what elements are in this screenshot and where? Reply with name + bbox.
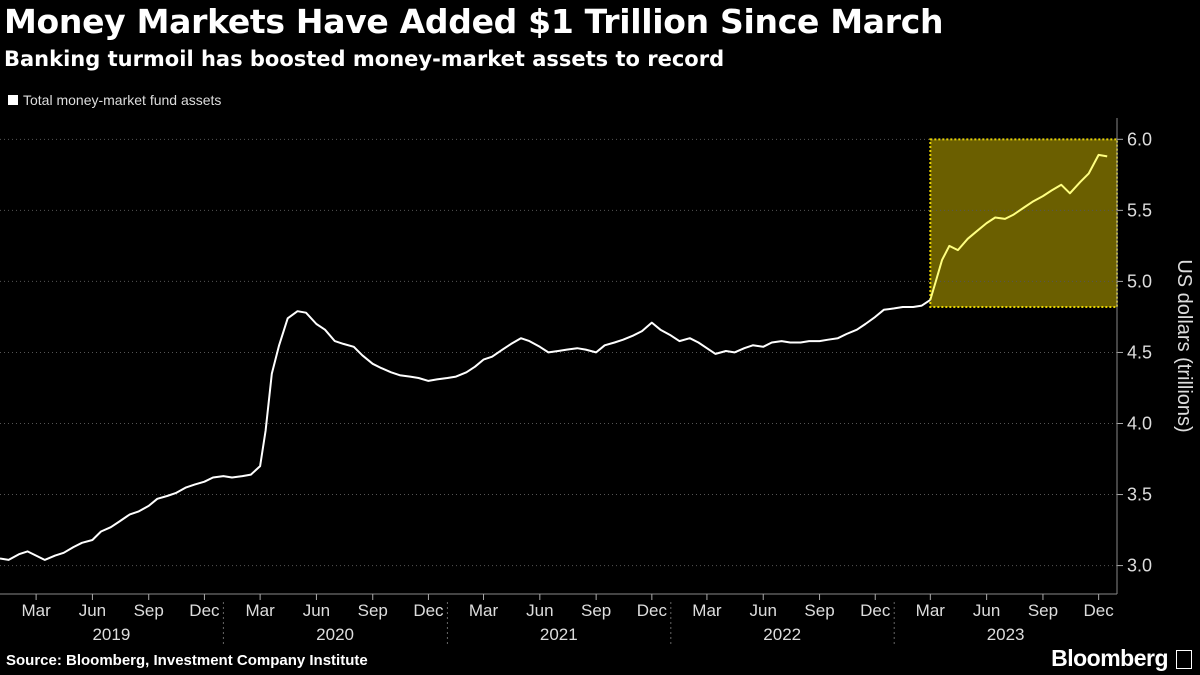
highlight-layer [929,138,1119,308]
y-tick-label: 3.0 [1127,556,1152,576]
bloomberg-icon [1176,650,1192,669]
x-tick-label: Sep [581,601,611,620]
y-tick-label: 3.5 [1127,485,1152,505]
chart-title: Money Markets Have Added $1 Trillion Sin… [4,2,944,41]
x-tick-label: Mar [469,601,499,620]
series-line [0,299,931,561]
legend-swatch [8,95,18,105]
x-tick-label: Sep [804,601,834,620]
y-tick-label: 4.5 [1127,342,1152,362]
x-tick-label: Dec [413,601,444,620]
highlight-box [929,138,1119,308]
x-tick-label: Jun [303,601,330,620]
y-axis-label: US dollars (trillions) [1173,259,1195,432]
x-tick-label: Jun [750,601,777,620]
legend-label: Total money-market fund assets [23,92,222,108]
x-tick-label: Dec [860,601,891,620]
x-tick-label: Sep [1028,601,1058,620]
chart-subtitle: Banking turmoil has boosted money-market… [4,47,725,71]
x-tick-label: Dec [189,601,220,620]
x-tick-label: Sep [358,601,388,620]
legend: Total money-market fund assets [8,92,221,108]
x-tick-label: Dec [637,601,668,620]
y-tick-label: 5.0 [1127,271,1152,291]
source-note: Source: Bloomberg, Investment Company In… [6,652,368,669]
axis-layer: 3.0 3.5 4.0 4.5 5.0 5.5 6.0 Mar Jun Sep Dec Mar Jun S… [0,118,1152,646]
x-tick-label: Jun [79,601,106,620]
x-tick-label: Mar [916,601,946,620]
year-label: 2023 [987,625,1025,644]
year-label: 2022 [763,625,801,644]
x-tick-label: Mar [21,601,51,620]
x-tick-label: Dec [1084,601,1115,620]
x-tick-label: Mar [245,601,275,620]
year-label: 2021 [540,625,578,644]
y-tick-label: 4.0 [1127,413,1152,433]
year-label: 2020 [316,625,354,644]
series-layer [0,153,1108,561]
y-tick-label: 6.0 [1127,129,1152,149]
brand-logo: Bloomberg [1051,645,1168,671]
x-tick-label: Mar [692,601,722,620]
x-tick-label: Sep [134,601,164,620]
series-line-highlighted [929,153,1108,301]
x-tick-label: Jun [526,601,553,620]
y-tick-label: 5.5 [1127,200,1152,220]
x-tick-label: Jun [973,601,1000,620]
year-label: 2019 [92,625,130,644]
